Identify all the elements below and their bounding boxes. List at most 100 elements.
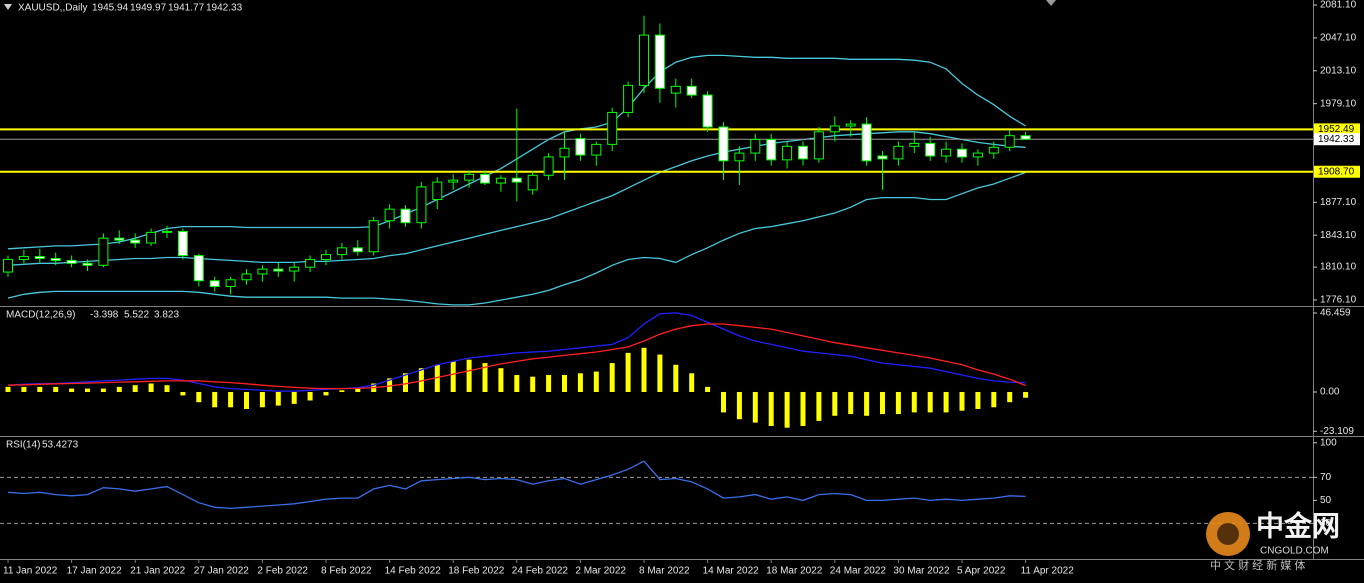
candle-body [1004, 135, 1015, 148]
macd-bar [466, 359, 472, 392]
candle-body [861, 123, 872, 162]
price-label: 1942.33 [1318, 134, 1355, 145]
macd-bar [291, 391, 297, 404]
macd-bar [514, 374, 520, 392]
candle-body [321, 254, 331, 260]
macd-bar [164, 385, 170, 392]
watermark-url: CNGOLD.COM [1260, 546, 1329, 557]
candle-body [607, 111, 618, 145]
candle-body [82, 262, 93, 266]
candle-body [893, 145, 904, 160]
macd-bar [307, 391, 313, 401]
indicator-value: 53.4273 [42, 440, 79, 451]
macd-bar [1007, 391, 1013, 403]
macd-bar [275, 391, 281, 406]
candle-body [18, 256, 29, 260]
x-tick-label: 11 Apr 2022 [1021, 566, 1075, 577]
macd-bar [403, 373, 408, 392]
y-tick-label: 1843.10 [1320, 230, 1357, 241]
candle-body [448, 179, 459, 183]
macd-bar [784, 391, 790, 428]
macd-line [7, 312, 1026, 392]
candle-body [495, 177, 506, 184]
x-tick-label: 24 Feb 2022 [512, 566, 569, 577]
candle-body [750, 139, 761, 154]
macd-bar [848, 391, 854, 415]
macd-bar [482, 363, 488, 392]
candle-body [766, 139, 777, 161]
macd-bar [387, 378, 393, 392]
macd-bar [689, 373, 695, 392]
macd-bar [943, 391, 949, 413]
candle-body [925, 142, 936, 157]
candle-body [3, 258, 13, 273]
macd-bar [625, 352, 631, 392]
candle-body [670, 85, 681, 94]
candle-body [1020, 135, 1031, 140]
macd-line [7, 323, 1026, 390]
candle-body [480, 173, 490, 184]
candle-body [877, 155, 888, 160]
macd-bar [832, 391, 838, 416]
watermark: 中金网 CNGOLD.COM 中 文 财 经 新 媒 体 [1206, 509, 1340, 572]
macd-bar [53, 386, 59, 392]
level-label: 1908.70 [1318, 166, 1355, 177]
x-tick-label: 14 Mar 2022 [703, 566, 760, 577]
y-tick-label: 1979.10 [1320, 98, 1357, 109]
y-tick-label: 100 [1320, 437, 1337, 448]
symbol-icon [4, 4, 12, 10]
candle-body [543, 156, 554, 176]
macd-bar [418, 368, 424, 392]
macd-bar [450, 361, 456, 392]
macd-bar [562, 374, 567, 392]
macd-bar [69, 388, 75, 392]
macd-bar [609, 363, 615, 392]
candle-body [559, 147, 570, 158]
macd-bar [530, 376, 536, 392]
candle-body [352, 247, 363, 253]
candle-body [639, 34, 649, 86]
chart-title: RSI(14) [6, 440, 40, 451]
candle-body [845, 123, 856, 127]
x-tick-label: 21 Jan 2022 [130, 566, 185, 577]
macd-bar [864, 391, 870, 416]
macd-bar [641, 347, 647, 392]
y-tick-label: 2013.10 [1320, 65, 1357, 76]
y-tick-label: -23.109 [1320, 426, 1354, 437]
macd-bar [85, 388, 90, 392]
candle-body [273, 268, 284, 272]
price-label-box [1314, 133, 1360, 146]
chart-title: MACD(12,26,9) [6, 310, 75, 321]
level-label: 1952.49 [1318, 124, 1355, 135]
macd-bar [657, 354, 663, 392]
candle-body [209, 280, 220, 288]
macd-bar [577, 373, 583, 392]
macd-bar [180, 391, 186, 396]
watermark-logo-inner [1217, 523, 1239, 545]
candle-body [829, 125, 840, 133]
candle-body [654, 34, 665, 89]
ohlc-value: 1945.94 [92, 3, 129, 14]
macd-bar [959, 391, 965, 411]
candle-body [941, 148, 952, 157]
macd-bar [927, 391, 933, 413]
x-tick-label: 24 Mar 2022 [830, 566, 887, 577]
x-tick-label: 14 Feb 2022 [385, 566, 442, 577]
x-tick-label: 30 Mar 2022 [893, 566, 950, 577]
macd-bar [228, 391, 234, 408]
candle-body [623, 84, 634, 113]
x-tick-label: 18 Mar 2022 [766, 566, 823, 577]
y-tick-label: 50 [1320, 495, 1332, 506]
x-tick-label: 2 Feb 2022 [257, 566, 308, 577]
indicator-value: -3.398 [90, 310, 119, 321]
y-tick-label: 1877.10 [1320, 197, 1357, 208]
shift-marker [1046, 0, 1056, 6]
band-middle [7, 131, 1026, 266]
macd-bar [800, 391, 806, 426]
candle-body [34, 256, 45, 259]
macd-bar [434, 364, 440, 392]
macd-bar [244, 391, 249, 409]
macd-bar [705, 386, 711, 392]
x-tick-label: 18 Feb 2022 [448, 566, 505, 577]
